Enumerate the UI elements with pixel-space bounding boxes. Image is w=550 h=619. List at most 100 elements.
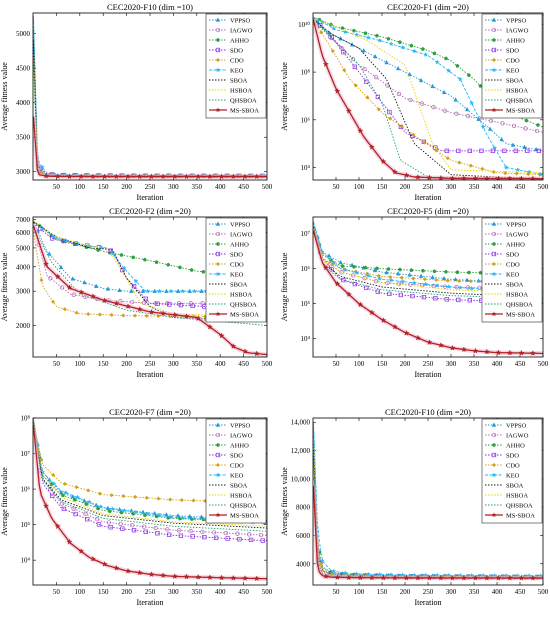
series-marker-cdo bbox=[445, 156, 450, 161]
x-tick-label: 200 bbox=[121, 588, 132, 596]
legend-label-ms-sboa: MS-SBOA bbox=[230, 311, 259, 318]
legend-marker-cdo bbox=[215, 261, 221, 267]
series-marker-ahho bbox=[131, 255, 136, 260]
series-marker-vppso bbox=[187, 513, 192, 519]
plot-area bbox=[32, 216, 268, 358]
series-marker-ahho bbox=[201, 269, 206, 274]
series-marker-keo bbox=[411, 280, 417, 286]
x-tick-label: 400 bbox=[492, 183, 503, 191]
legend: VPPSO IAGWO AHHO SDO CDO KEO SBOA HSBOA QHSBOA MS… bbox=[481, 418, 543, 524]
series-marker-sdo bbox=[467, 148, 473, 154]
legend-marker-iagwo bbox=[491, 231, 497, 237]
y-tick-label: 3500 bbox=[16, 134, 31, 142]
series-marker-ms-sboa bbox=[426, 574, 433, 581]
series-marker-vppso bbox=[453, 97, 458, 102]
series-marker-iagwo bbox=[176, 528, 182, 533]
legend-label-ahho: AHHO bbox=[506, 37, 525, 44]
legend-label-ahho: AHHO bbox=[230, 241, 249, 248]
series-marker-ms-sboa bbox=[529, 350, 536, 356]
legend-marker-vppso bbox=[215, 221, 221, 226]
y-axis-label: Average fitness value bbox=[280, 62, 289, 131]
legend-marker-cdo bbox=[491, 261, 497, 267]
series-marker-keo bbox=[434, 282, 440, 288]
series-marker-iagwo bbox=[396, 281, 402, 286]
legend-marker-ahho bbox=[491, 241, 497, 246]
series-marker-ms-sboa bbox=[334, 280, 341, 287]
series-line-sboa bbox=[33, 421, 267, 529]
x-tick-label: 350 bbox=[469, 588, 480, 596]
series-marker-cdo bbox=[399, 124, 404, 129]
legend-marker-sdo bbox=[491, 251, 497, 257]
series-marker-vppso bbox=[47, 251, 52, 256]
plot-area bbox=[312, 12, 544, 181]
x-tick-label: 350 bbox=[469, 360, 480, 368]
series-marker-ms-sboa bbox=[241, 575, 249, 581]
legend-label-ahho: AHHO bbox=[506, 442, 525, 449]
series-marker-ms-sboa bbox=[460, 574, 467, 581]
x-tick-label: 300 bbox=[446, 360, 457, 368]
x-tick-label: 200 bbox=[400, 360, 411, 368]
series-marker-cdo bbox=[468, 163, 473, 168]
series-marker-ahho bbox=[397, 40, 402, 44]
series-marker-cdo bbox=[109, 493, 114, 498]
series-marker-ahho bbox=[455, 270, 460, 274]
series-marker-ms-sboa bbox=[334, 87, 341, 94]
series-marker-cdo bbox=[526, 171, 531, 177]
x-tick-label: 50 bbox=[333, 183, 341, 191]
legend-label-qhsboa: QHSBOA bbox=[230, 301, 257, 308]
series-marker-sdo bbox=[213, 535, 219, 540]
chart-panel-5: CEC2020-F7 (dim =20) Iteration Average fit… bbox=[0, 407, 273, 607]
legend-marker-iagwo bbox=[491, 27, 497, 33]
series-marker-ms-sboa bbox=[253, 173, 260, 180]
series-marker-vppso bbox=[93, 283, 99, 288]
series-marker-iagwo bbox=[488, 118, 494, 124]
legend-box bbox=[481, 418, 543, 524]
series-marker-ahho bbox=[409, 268, 414, 272]
series-group bbox=[33, 16, 267, 180]
legend-label-sboa: SBOA bbox=[230, 281, 248, 288]
series-marker-iagwo bbox=[71, 506, 76, 511]
legend-label-qhsboa: QHSBOA bbox=[230, 97, 257, 104]
x-axis-label: Iteration bbox=[136, 193, 163, 202]
legend-label-qhsboa: QHSBOA bbox=[506, 502, 533, 509]
x-axis-label: Iteration bbox=[136, 370, 163, 379]
series-marker-keo bbox=[145, 511, 151, 517]
series-marker-ms-sboa bbox=[495, 574, 502, 581]
series-marker-ms-sboa bbox=[148, 173, 155, 180]
series-marker-iagwo bbox=[130, 523, 135, 528]
legend-marker-keo bbox=[215, 472, 221, 478]
series-marker-sdo bbox=[73, 511, 78, 517]
legend-label-cdo: CDO bbox=[506, 261, 520, 268]
y-tick-label: 6000 bbox=[296, 532, 311, 540]
legend-label-keo: KEO bbox=[506, 271, 520, 278]
y-tick-label: 3000 bbox=[16, 168, 31, 176]
series-marker-ms-sboa bbox=[357, 127, 364, 134]
series-marker-ms-sboa bbox=[43, 260, 50, 267]
legend-marker-ahho bbox=[215, 37, 221, 42]
series-marker-ms-sboa bbox=[368, 574, 375, 581]
x-tick-label: 350 bbox=[192, 183, 203, 191]
chart-panel-6: CEC2020-F10 (dim =20) Iteration Average fi… bbox=[280, 407, 549, 607]
series-marker-vppso bbox=[70, 276, 75, 281]
x-tick-label: 450 bbox=[238, 588, 249, 596]
chart-panel-3: CEC2020-F2 (dim =20) Iteration Average fit… bbox=[0, 206, 273, 379]
series-marker-ahho bbox=[166, 262, 171, 267]
series-marker-vppso bbox=[522, 144, 527, 149]
series-marker-ms-sboa bbox=[368, 309, 375, 316]
series-marker-ahho bbox=[432, 51, 437, 56]
series-marker-cdo bbox=[74, 310, 79, 315]
series-marker-keo bbox=[365, 571, 371, 577]
series-marker-vppso bbox=[384, 59, 389, 65]
series-marker-ms-sboa bbox=[460, 346, 467, 353]
series-marker-ms-sboa bbox=[113, 173, 120, 180]
series-marker-ms-sboa bbox=[43, 172, 50, 179]
series-marker-keo bbox=[469, 100, 475, 106]
x-tick-label: 50 bbox=[333, 360, 341, 368]
series-marker-cdo bbox=[132, 494, 138, 500]
x-tick-label: 250 bbox=[145, 588, 156, 596]
series-marker-ms-sboa bbox=[414, 173, 421, 180]
series-marker-iagwo bbox=[223, 530, 228, 536]
series-marker-vppso bbox=[395, 271, 401, 276]
series-marker-iagwo bbox=[523, 126, 528, 131]
series-marker-iagwo bbox=[362, 66, 367, 72]
